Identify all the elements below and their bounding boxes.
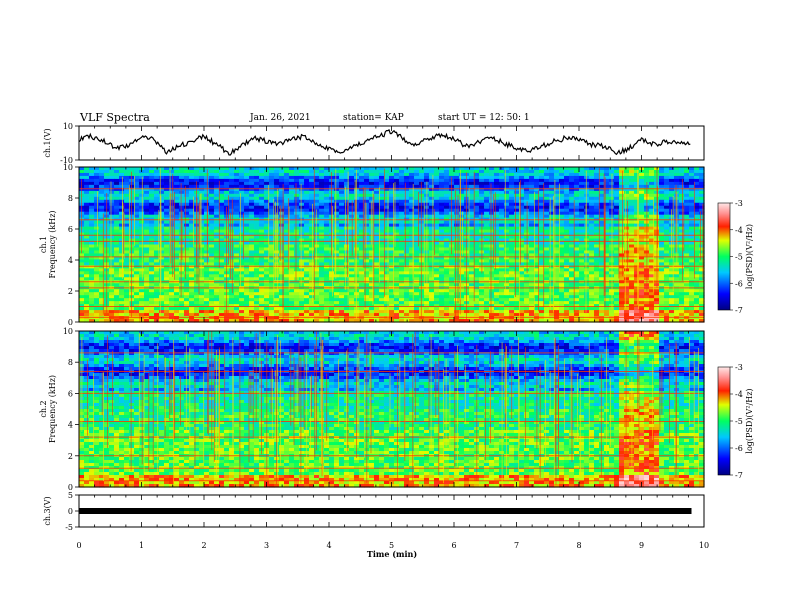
colorbar-tick-label: -3 <box>735 363 743 372</box>
colorbar-tick-label: -7 <box>735 471 743 480</box>
y-tick-label: 10 <box>63 163 73 172</box>
x-axis-label: Time (min) <box>367 549 417 559</box>
y-tick-label: 8 <box>68 358 73 367</box>
y-tick-label: 2 <box>68 287 73 296</box>
y-tick-label: 0 <box>68 483 73 492</box>
chart-title: VLF Spectra <box>80 111 150 124</box>
y-tick-label: 6 <box>68 225 73 234</box>
colorbar <box>717 202 731 311</box>
date-label: Jan. 26, 2021 <box>250 113 311 123</box>
station-label: station= KAP <box>343 113 404 123</box>
ch1-signal-trace <box>78 129 691 156</box>
y-tick-label: 4 <box>68 421 73 430</box>
y-tick-label: -10 <box>60 156 73 165</box>
x-tick-label: 4 <box>326 541 331 550</box>
y-tick-label: 2 <box>68 452 73 461</box>
y-tick-label: 4 <box>68 256 73 265</box>
y-tick-label: 8 <box>68 194 73 203</box>
colorbar-tick-label: -3 <box>735 199 743 208</box>
y-tick-label: 10 <box>63 122 73 131</box>
ch3-signal-trace <box>79 508 692 514</box>
y-axis-label: ch.3(V) <box>43 496 52 525</box>
x-tick-label: 2 <box>201 541 206 550</box>
y-tick-label: 0 <box>68 507 73 516</box>
x-tick-label: 6 <box>451 541 456 550</box>
y-axis-label: ch.2 <box>39 400 48 417</box>
y-axis-label: ch.1 <box>39 236 48 253</box>
colorbar-tick-label: -7 <box>735 306 743 315</box>
panel-frame <box>78 125 705 161</box>
colorbar-label: log(PSD)(V²/Hz) <box>745 388 754 453</box>
y-axis-label: ch.1(V) <box>43 128 52 157</box>
y-tick-label: 10 <box>63 327 73 336</box>
colorbar-tick-label: -5 <box>735 253 743 262</box>
ch1-spectrogram <box>79 167 705 323</box>
x-tick-label: 8 <box>576 541 581 550</box>
ch2-spectrogram <box>79 331 705 488</box>
colorbar-label: log(PSD)(V²/Hz) <box>745 224 754 289</box>
x-tick-label: 1 <box>139 541 144 550</box>
y-tick-label: 0 <box>68 318 73 327</box>
colorbar-tick-label: -5 <box>735 417 743 426</box>
y-axis-label: Frequency (kHz) <box>48 375 57 443</box>
y-tick-label: -5 <box>65 523 73 532</box>
colorbar-tick-label: -6 <box>735 279 743 288</box>
x-tick-label: 5 <box>389 541 394 550</box>
x-tick-label: 9 <box>639 541 644 550</box>
x-tick-label: 10 <box>699 541 709 550</box>
x-tick-label: 7 <box>514 541 519 550</box>
y-tick-label: 5 <box>68 491 73 500</box>
start-time-label: start UT = 12: 50: 1 <box>438 113 530 123</box>
colorbar-tick-label: -6 <box>735 444 743 453</box>
colorbar-tick-label: -4 <box>735 390 743 399</box>
colorbar-tick-label: -4 <box>735 226 743 235</box>
y-tick-label: 6 <box>68 389 73 398</box>
colorbar <box>717 366 731 476</box>
x-tick-label: 3 <box>264 541 269 550</box>
y-axis-label: Frequency (kHz) <box>48 210 57 278</box>
x-tick-label: 0 <box>76 541 81 550</box>
